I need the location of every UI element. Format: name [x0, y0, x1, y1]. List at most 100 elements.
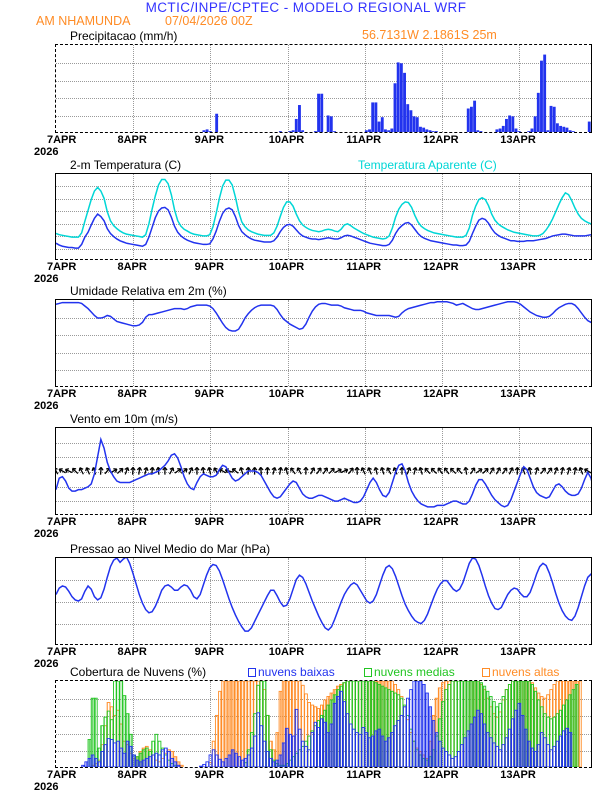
cloud-bar-nuvens-baixas: [144, 757, 149, 767]
gridline-v: [287, 45, 289, 132]
gridline-v: [441, 45, 443, 132]
cloud-bar-nuvens-baixas: [300, 740, 305, 767]
precip-bar: [419, 126, 422, 132]
gridline-h: [56, 370, 591, 372]
precip-bar: [559, 125, 563, 132]
y-tick: [55, 602, 56, 603]
legend-swatch-1: [364, 668, 372, 677]
x-tick-label: 10APR: [268, 646, 305, 658]
y-tick: [55, 624, 56, 625]
y-tick: [55, 472, 56, 473]
y-tick: [55, 716, 56, 717]
cloud-bar-nuvens-baixas: [377, 728, 382, 767]
x-tick-label: 11APR: [346, 646, 382, 658]
precip-bar: [409, 110, 413, 132]
cloud-bar-nuvens-baixas: [520, 714, 525, 767]
precip-bar: [476, 130, 480, 132]
cloud-bar-nuvens-baixas: [164, 747, 168, 767]
gridline-v: [287, 428, 289, 514]
x-tick-label: 8APR: [117, 261, 147, 273]
cloud-bar-nuvens-baixas: [380, 735, 385, 767]
x-tick-label: 10APR: [268, 769, 305, 781]
wind-barb-group: [56, 466, 591, 475]
line-Umidade-Relativa-em-2m-(%): [56, 302, 591, 331]
gridline-h: [56, 442, 591, 444]
panel-title-temperatura-aparente: Temperatura Aparente (C): [358, 158, 497, 172]
cloud-bar-nuvens-baixas: [364, 732, 369, 767]
x-tick-label: 11APR: [346, 134, 382, 146]
x-axis-labels: 7APR 8APR 9APR 10APR 11APR 12APR 13APR: [47, 134, 592, 147]
cloud-bar-nuvens-altas: [578, 681, 582, 767]
gridline-v: [133, 174, 135, 259]
cloud-bar-nuvens-baixas: [90, 754, 95, 767]
precip-bar: [514, 128, 518, 132]
cloud-bar-nuvens-baixas: [167, 751, 171, 767]
gridline-v: [519, 300, 521, 386]
cloud-bar-nuvens-baixas: [412, 681, 417, 767]
x-tick-label: 7APR: [47, 516, 77, 528]
precip-bar: [396, 62, 400, 132]
x-tick-label: 9APR: [194, 769, 225, 781]
gridline-v: [364, 300, 366, 386]
cloud-bar-nuvens-baixas: [234, 752, 238, 767]
cloud-bar-nuvens-baixas: [450, 757, 455, 767]
precip-bar: [587, 121, 591, 132]
precip-bar: [294, 118, 298, 132]
cloud-bar-nuvens-baixas: [402, 706, 407, 767]
precip-bar: [479, 131, 483, 132]
precip-bar: [326, 115, 330, 132]
precip-bar: [298, 105, 301, 132]
cloud-bar-nuvens-baixas: [511, 718, 515, 767]
x-tick-label: 12APR: [423, 134, 459, 146]
precip-bar: [208, 131, 212, 132]
cloud-bar-nuvens-baixas: [539, 732, 544, 767]
cloud-bar-nuvens-altas: [243, 681, 248, 767]
x-tick-label: 13APR: [500, 646, 536, 658]
cloud-bar-nuvens-baixas: [472, 716, 477, 767]
x-axis-year: 2026: [34, 781, 59, 793]
precip-bar: [501, 125, 505, 132]
panel-title-precipitacao: Precipitacao (mm/h): [70, 29, 178, 43]
cloud-bar-nuvens-baixas: [106, 738, 111, 767]
cloud-bar-nuvens-baixas: [374, 730, 378, 767]
y-tick: [55, 734, 56, 735]
gridline-h: [56, 698, 591, 700]
cloud-bar-nuvens-baixas: [135, 759, 140, 767]
y-tick: [55, 98, 56, 99]
x-tick-label: 13APR: [500, 388, 536, 400]
gridline-v: [441, 428, 443, 514]
cloud-bar-nuvens-baixas: [332, 702, 337, 767]
precip-bar: [540, 60, 543, 132]
cloud-bar-nuvens-baixas: [84, 761, 89, 767]
cloud-bar-nuvens-baixas: [297, 728, 302, 767]
cloud-bar-nuvens-baixas: [421, 684, 426, 767]
cloud-bar-nuvens-baixas: [386, 737, 391, 767]
gridline-v: [133, 681, 135, 767]
precip-bar: [387, 130, 391, 132]
cloud-bar-nuvens-baixas: [259, 725, 264, 767]
precip-bar: [546, 130, 550, 132]
cloud-bar-nuvens-baixas: [552, 745, 557, 767]
precip-bar: [333, 131, 336, 132]
cloud-bar-nuvens-medias: [453, 681, 458, 767]
x-tick-label: 7APR: [47, 646, 77, 658]
cloud-bar-nuvens-baixas: [250, 747, 254, 767]
x-tick-label: 10APR: [268, 516, 305, 528]
cloud-bar-nuvens-baixas: [224, 757, 229, 767]
precip-bar: [571, 131, 575, 132]
cloud-bar-nuvens-baixas: [294, 708, 299, 767]
gridline-h: [56, 198, 591, 200]
cloud-bar-nuvens-baixas: [151, 754, 155, 767]
gridline-v: [441, 558, 443, 644]
precip-bar: [406, 104, 410, 132]
cloud-bar-nuvens-baixas: [371, 735, 375, 767]
precip-bar: [517, 131, 521, 132]
line-Temperatura-Aparente-(C): [56, 179, 591, 239]
x-tick-label: 13APR: [500, 261, 536, 273]
cloud-bar-nuvens-medias: [574, 684, 579, 767]
y-tick: [55, 501, 56, 502]
gridline-v: [287, 300, 289, 386]
cloud-bar-nuvens-baixas: [536, 744, 541, 767]
precip-bar: [527, 131, 531, 132]
x-axis-labels: 7APR 8APR 9APR 10APR 11APR 12APR 13APR: [47, 388, 592, 401]
